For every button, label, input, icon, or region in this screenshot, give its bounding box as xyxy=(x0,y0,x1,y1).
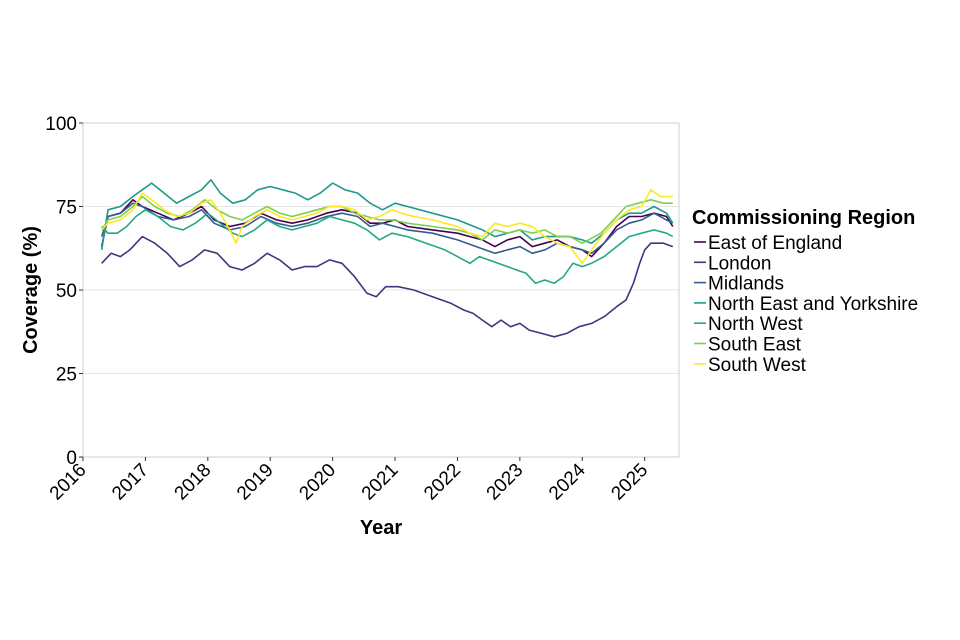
x-tick-label: 2018 xyxy=(171,460,216,505)
series-line-south-west xyxy=(101,189,673,265)
legend-label: North West xyxy=(708,314,803,335)
y-tick-label: 75 xyxy=(56,198,77,219)
x-tick-label: 2023 xyxy=(483,460,528,505)
y-tick-label: 0 xyxy=(66,448,77,469)
y-tick-label: 100 xyxy=(45,114,77,135)
legend-label: Midlands xyxy=(708,274,784,295)
x-tick-label: 2017 xyxy=(108,460,153,505)
legend-title: Commissioning Region xyxy=(692,207,915,229)
series-line-north-west xyxy=(101,209,674,285)
series-lines xyxy=(100,179,674,338)
legend-label: London xyxy=(708,253,771,274)
series-line-midlands xyxy=(100,202,674,255)
y-axis-title: Coverage (%) xyxy=(20,226,42,354)
x-tick-label: 2022 xyxy=(420,460,465,505)
y-tick-label: 50 xyxy=(56,281,77,302)
x-tick-label: 2019 xyxy=(233,460,278,505)
legend-label: East of England xyxy=(708,233,842,254)
series-line-north-east-and-yorkshire xyxy=(100,179,674,251)
x-tick-label: 2025 xyxy=(607,460,652,505)
legend-label: South East xyxy=(708,335,802,356)
x-tick-label: 2020 xyxy=(295,460,340,505)
series-line-london xyxy=(101,235,674,338)
gridlines xyxy=(82,122,679,458)
x-tick-label: 2024 xyxy=(545,459,590,504)
x-axis-title: Year xyxy=(360,517,402,539)
x-tick-label: 2021 xyxy=(358,460,403,505)
legend-label: South West xyxy=(708,355,807,376)
legend-label: North East and Yorkshire xyxy=(708,294,918,315)
y-tick-labels: 0 25 50 75 100 xyxy=(45,114,83,469)
y-tick-label: 25 xyxy=(56,365,77,386)
x-tick-labels: 2016 2017 2018 2019 2020 2021 2022 2023 2024 2025 xyxy=(46,457,652,504)
x-tick-label: 2016 xyxy=(46,460,91,505)
